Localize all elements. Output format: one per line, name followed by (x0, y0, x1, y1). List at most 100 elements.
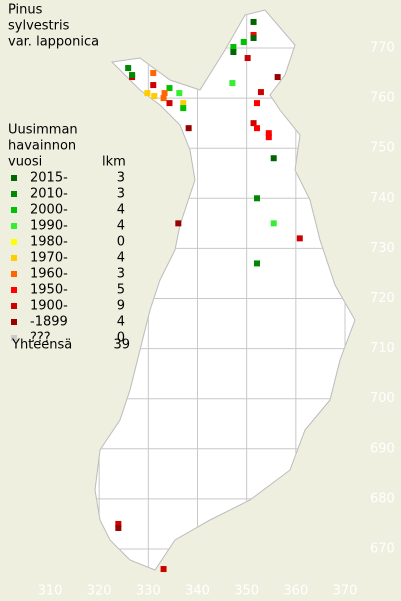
legend-label: 2015- (30, 171, 68, 186)
observation (253, 260, 260, 267)
legend-swatch (11, 239, 17, 245)
y-tick-label: 750 (370, 141, 395, 156)
legend-count: 9 (117, 299, 125, 314)
legend-label: 1960- (30, 267, 68, 282)
observation (230, 43, 237, 50)
legend-swatch (11, 335, 17, 341)
legend-count: 4 (117, 203, 125, 218)
observation (185, 125, 192, 132)
observation (253, 195, 260, 202)
x-tick-label: 370 (333, 584, 358, 599)
observation (175, 220, 182, 227)
y-tick-label: 720 (370, 291, 395, 306)
y-tick-label: 690 (370, 441, 395, 456)
observation (129, 72, 136, 79)
observation (296, 235, 303, 242)
observation (161, 90, 168, 97)
observation (250, 120, 257, 127)
legend-label: 1980- (30, 235, 68, 250)
observation (240, 38, 247, 45)
legend-count: 0 (117, 235, 125, 250)
title-line: Pinus (8, 3, 43, 18)
observation (151, 93, 158, 100)
x-tick-label: 320 (87, 584, 112, 599)
observation (166, 85, 173, 92)
legend-swatch (11, 207, 17, 213)
observation (250, 34, 257, 41)
legend-count: 3 (117, 171, 125, 186)
legend-label: 1990- (30, 219, 68, 234)
observation (257, 89, 264, 96)
legend-count: 3 (117, 267, 125, 282)
legend-count: 0 (117, 331, 125, 346)
legend-label: -1899 (30, 315, 68, 330)
observation (253, 125, 260, 132)
observation (166, 100, 173, 107)
observation (244, 55, 251, 62)
legend-swatch (11, 223, 17, 229)
x-tick-label: 340 (185, 584, 210, 599)
legend-header: havainnon (8, 139, 76, 154)
observation (180, 100, 187, 107)
observation (125, 65, 132, 72)
legend-label: 1950- (30, 283, 68, 298)
legend-swatch (11, 319, 17, 325)
x-tick-label: 360 (283, 584, 308, 599)
observation (250, 18, 257, 25)
total-value: 39 (113, 338, 130, 353)
observation (180, 105, 187, 112)
observation (160, 566, 167, 573)
observation (176, 90, 183, 97)
legend-count-header: lkm (102, 155, 126, 170)
observation (150, 82, 157, 89)
legend-swatch (11, 191, 17, 197)
observation (274, 74, 281, 81)
observation (270, 220, 277, 227)
legend-label: 1970- (30, 251, 68, 266)
legend-swatch (11, 287, 17, 293)
finland-outline (94, 9, 356, 571)
x-tick-label: 310 (38, 584, 63, 599)
legend-label: 2000- (30, 203, 68, 218)
observation (270, 155, 277, 162)
legend-count: 3 (117, 187, 125, 202)
observation (150, 70, 157, 77)
legend-label: 1900- (30, 299, 68, 314)
legend-swatch (11, 271, 17, 277)
legend-count: 5 (117, 283, 125, 298)
legend-swatch (11, 175, 17, 181)
legend-header: vuosi (8, 155, 42, 170)
layer: 310 320 330 340 350 360 3706706806907007107207… (8, 3, 395, 599)
legend-header: Uusimman (8, 123, 78, 138)
legend-label: ??? (30, 331, 51, 346)
y-tick-label: 680 (370, 491, 395, 506)
observation (250, 31, 257, 38)
observation (265, 130, 272, 137)
x-tick-label: 350 (234, 584, 259, 599)
observation (144, 90, 151, 97)
observation (265, 134, 272, 141)
total-label: Yhteensä (11, 338, 72, 353)
observation (160, 95, 167, 102)
y-tick-label: 760 (370, 91, 395, 106)
legend-swatch (11, 255, 17, 261)
y-tick-label: 710 (370, 341, 395, 356)
observation (115, 520, 122, 527)
y-tick-label: 700 (370, 391, 395, 406)
x-tick-label: 330 (136, 584, 161, 599)
observation (253, 100, 260, 107)
title-line: var. lapponica (8, 35, 99, 50)
legend-count: 4 (117, 315, 125, 330)
legend-label: 2010- (30, 187, 68, 202)
title-line: sylvestris (8, 19, 70, 34)
legend-count: 4 (117, 219, 125, 234)
y-tick-label: 770 (370, 41, 395, 56)
observation (229, 80, 236, 87)
y-tick-label: 670 (370, 542, 395, 557)
legend-swatch (11, 303, 17, 309)
legend-count: 4 (117, 251, 125, 266)
observation (230, 49, 237, 56)
observation (115, 524, 122, 531)
y-tick-label: 740 (370, 191, 395, 206)
